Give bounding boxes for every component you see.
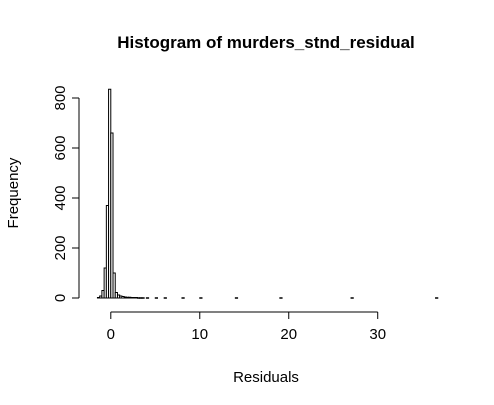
histogram-bar — [154, 297, 158, 299]
histogram-bar — [435, 297, 439, 299]
histogram-bar — [181, 297, 185, 299]
histogram-bar — [279, 297, 283, 299]
histogram-bar — [163, 297, 167, 299]
histogram-bar — [234, 297, 239, 299]
y-tick-label: 600 — [52, 135, 69, 160]
y-axis-label: Frequency — [5, 157, 22, 228]
histogram-bar — [112, 272, 116, 299]
x-axis-label: Residuals — [233, 369, 299, 386]
histogram-bar — [199, 297, 203, 299]
histogram-bar — [110, 132, 114, 299]
x-axis: 0 10 20 30 — [107, 311, 386, 343]
histogram-bar — [350, 297, 354, 299]
chart-title: Histogram of murders_stnd_residual — [117, 33, 415, 52]
y-tick-label: 800 — [52, 85, 69, 110]
x-tick-label: 30 — [369, 326, 386, 343]
histogram-bar — [145, 297, 150, 299]
histogram-bar — [141, 297, 145, 299]
x-tick-label: 0 — [107, 326, 115, 343]
y-tick-label: 0 — [52, 294, 69, 302]
y-tick-label: 400 — [52, 185, 69, 210]
y-axis: 0 200 400 600 800 — [52, 85, 80, 302]
x-tick-label: 10 — [191, 326, 208, 343]
y-tick-label: 200 — [52, 235, 69, 260]
bars-group — [96, 88, 439, 299]
x-tick-label: 20 — [280, 326, 297, 343]
